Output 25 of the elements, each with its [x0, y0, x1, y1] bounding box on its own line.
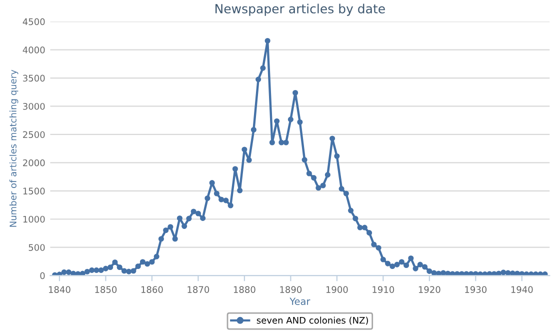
legend-label: seven AND colonies (NZ) [256, 316, 368, 325]
y-tick-label: 500 [28, 244, 45, 251]
x-tick-label: 1860 [141, 286, 163, 293]
y-tick-label: 0 [40, 272, 45, 280]
y-tick-label: 1500 [23, 188, 45, 194]
y-tick-label: 4500 [22, 18, 45, 26]
y-tick-label: 2000 [23, 159, 45, 166]
x-tick-label: 1940 [511, 286, 533, 293]
chart-title: Newspaper articles by date [216, 4, 385, 16]
x-tick-label: 1900 [326, 286, 348, 293]
y-tick-label: 1000 [23, 216, 45, 223]
x-tick-label: 1850 [95, 286, 117, 293]
y-tick-label: 3000 [23, 102, 45, 110]
y-tick-label: 3500 [23, 74, 45, 82]
x-tick-label: 1930 [465, 286, 487, 293]
x-tick-label: 1890 [280, 286, 302, 293]
x-tick-label: 1870 [188, 286, 210, 293]
y-tick-label: 4000 [22, 46, 45, 54]
x-tick-label: 1920 [418, 286, 440, 293]
y-tick-label: 2500 [23, 131, 45, 138]
x-axis-title: Year [290, 298, 310, 306]
x-tick-label: 1910 [372, 286, 394, 293]
y-axis-title: Number of articles matching query [9, 70, 18, 227]
x-tick-label: 1880 [234, 286, 256, 293]
x-tick-label: 1840 [48, 286, 70, 293]
